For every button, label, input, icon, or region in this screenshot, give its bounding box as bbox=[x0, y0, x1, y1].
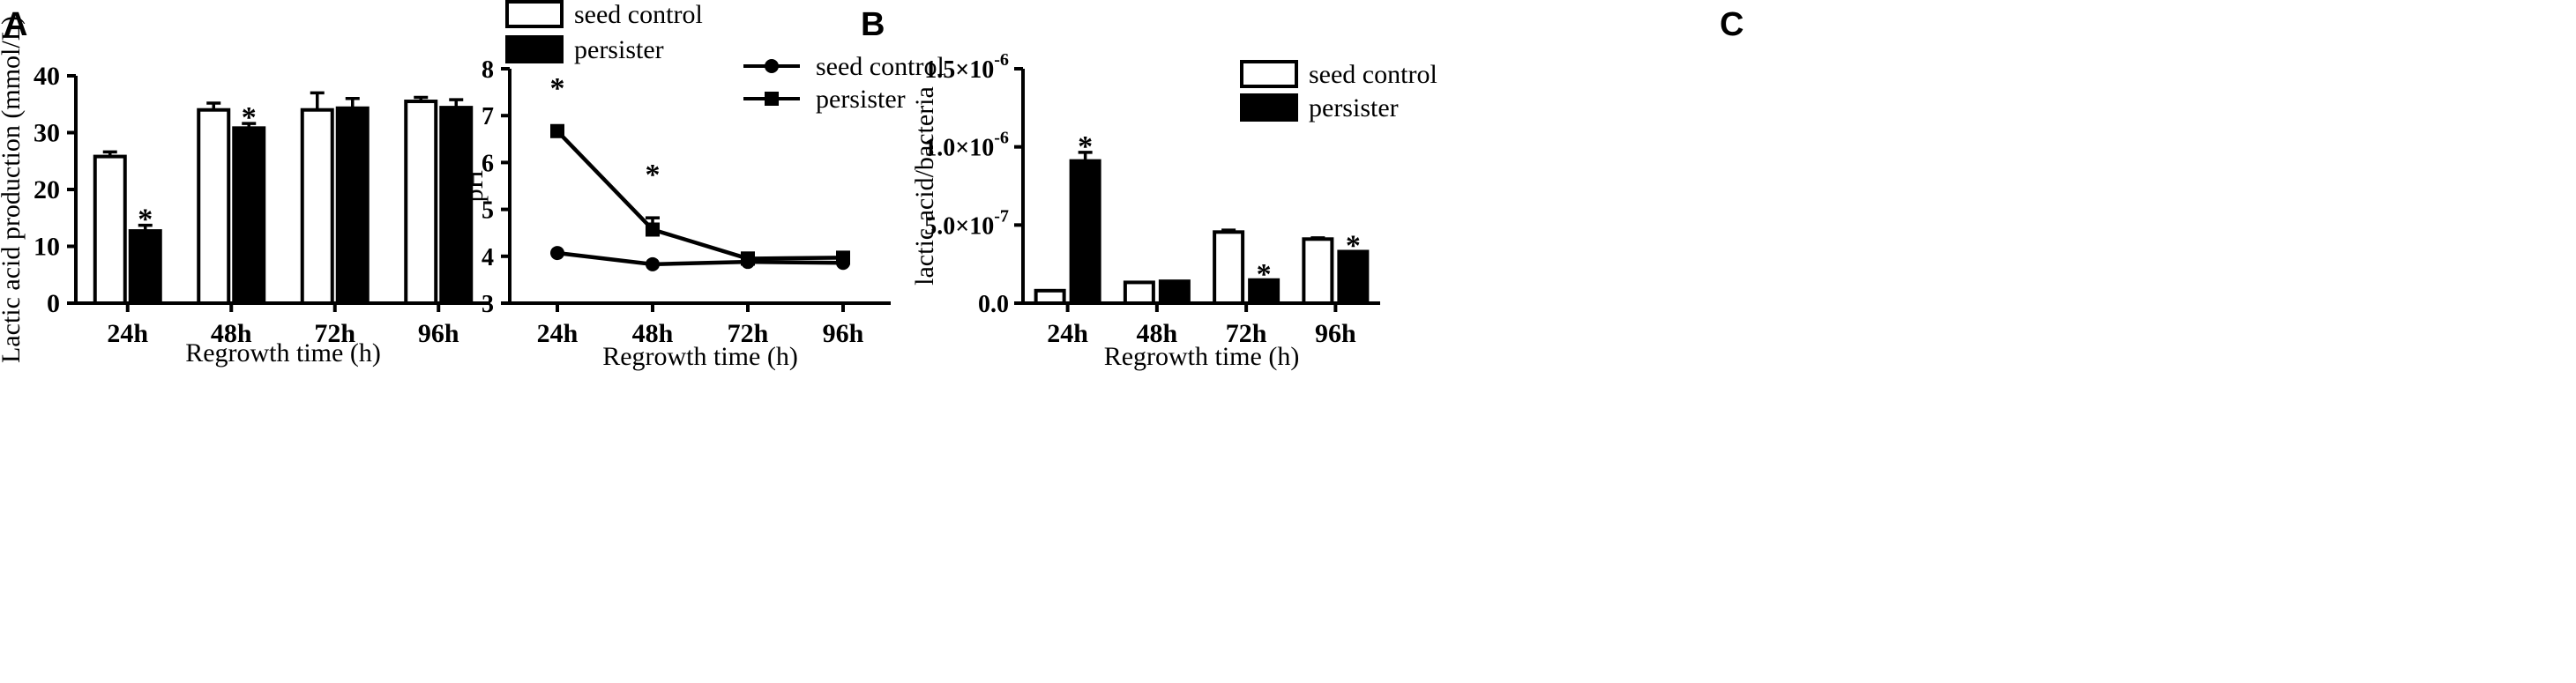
chart-panel-a: 0 10 20 30 40 Lactic acid production (mmol/L)… bbox=[0, 0, 703, 367]
significance-asterisk: * bbox=[242, 101, 257, 134]
y-tick-exponent: -7 bbox=[994, 206, 1009, 226]
panel-letter-c: C bbox=[1720, 6, 1743, 43]
panel-letter-a: A bbox=[4, 6, 27, 43]
bar-persister bbox=[128, 229, 162, 305]
bar-seed-control bbox=[300, 108, 334, 305]
y-tick-label: 5.0×10-7 bbox=[924, 206, 1009, 240]
legend-swatch-seed-control bbox=[505, 0, 564, 28]
y-tick-label: 20 bbox=[34, 175, 60, 204]
y-tick-mantissa: 5.0×10 bbox=[924, 212, 994, 240]
x-tick-label: 96h bbox=[823, 319, 864, 348]
y-tick-exponent: -6 bbox=[994, 50, 1009, 70]
y-tick-label: 10 bbox=[34, 233, 60, 262]
legend-swatch-seed-control bbox=[1240, 60, 1298, 88]
significance-asterisk: * bbox=[138, 204, 153, 236]
point-persister bbox=[836, 250, 850, 265]
legend-label: persister bbox=[816, 85, 906, 114]
bar-seed-control bbox=[1034, 288, 1066, 305]
y-tick-mantissa: 1.0×10 bbox=[924, 135, 994, 162]
point-persister bbox=[646, 222, 660, 237]
y-tick-mantissa: 0.0 bbox=[978, 291, 1009, 318]
x-axis-label: Regrowth time (h) bbox=[1104, 342, 1300, 371]
bar-seed-control bbox=[1302, 237, 1334, 305]
bar-persister bbox=[335, 106, 370, 305]
point-seed-control bbox=[550, 246, 564, 261]
point-persister bbox=[550, 123, 564, 138]
y-tick-label: 1.5×10-6 bbox=[924, 50, 1009, 84]
point-seed-control bbox=[646, 256, 660, 271]
significance-asterisk: * bbox=[646, 159, 661, 191]
x-tick-label: 72h bbox=[728, 319, 769, 348]
bar-persister bbox=[1337, 249, 1370, 306]
y-tick-label: 6 bbox=[482, 150, 494, 177]
y-tick-label: 30 bbox=[34, 119, 60, 148]
x-axis-label: Regrowth time (h) bbox=[602, 342, 798, 371]
significance-asterisk: * bbox=[1078, 130, 1093, 163]
bar-persister bbox=[439, 106, 474, 306]
y-tick-mantissa: 1.5×10 bbox=[924, 56, 994, 84]
x-tick-label: 96h bbox=[1315, 319, 1356, 348]
legend-swatch-persister bbox=[505, 35, 564, 63]
bar-persister bbox=[1248, 278, 1281, 306]
x-tick-label: 24h bbox=[107, 319, 148, 348]
point-persister bbox=[741, 251, 755, 266]
y-tick-label: 1.0×10-6 bbox=[924, 129, 1009, 162]
bar-persister bbox=[1069, 159, 1101, 305]
y-tick-label: 8 bbox=[482, 56, 494, 84]
x-tick-label: 24h bbox=[537, 319, 579, 348]
legend-label: seed control bbox=[816, 52, 945, 81]
chart-panel-b: 3 4 5 6 7 8 pH Regrowth time (h) * * 24h 48h 72h 96h s… bbox=[459, 52, 945, 371]
x-tick-label: 96h bbox=[418, 319, 459, 348]
x-tick-label: 72h bbox=[314, 319, 355, 348]
x-tick-label: 48h bbox=[632, 319, 674, 348]
y-tick-label: 7 bbox=[482, 103, 494, 130]
bar-seed-control bbox=[1213, 230, 1245, 305]
legend-label: persister bbox=[1309, 93, 1399, 122]
significance-asterisk: * bbox=[550, 72, 565, 105]
bar-seed-control bbox=[93, 154, 127, 305]
series-line-persister bbox=[556, 130, 844, 261]
bar-seed-control bbox=[1123, 280, 1155, 306]
y-axis-label: Lactic acid production (mmol/L) bbox=[0, 16, 26, 363]
x-tick-label: 72h bbox=[1226, 319, 1267, 348]
panel-letter-b: B bbox=[861, 6, 885, 43]
series-line-seed-control bbox=[556, 250, 844, 267]
legend-swatch-persister bbox=[1240, 93, 1298, 122]
y-tick-exponent: -6 bbox=[994, 129, 1009, 148]
legend-marker-circle bbox=[765, 59, 779, 73]
x-tick-label: 48h bbox=[211, 319, 252, 348]
x-axis-label: Regrowth time (h) bbox=[185, 338, 381, 367]
legend-label: persister bbox=[574, 35, 664, 64]
x-tick-label: 24h bbox=[1047, 319, 1088, 348]
y-tick-label: 0 bbox=[47, 289, 60, 318]
legend-label: seed control bbox=[1309, 60, 1437, 89]
y-tick-label: 5 bbox=[482, 197, 494, 225]
y-tick-label: 40 bbox=[34, 62, 60, 91]
legend-marker-square bbox=[765, 92, 779, 106]
significance-asterisk: * bbox=[1346, 229, 1361, 262]
bar-persister bbox=[1158, 279, 1191, 306]
bar-seed-control bbox=[197, 108, 231, 305]
significance-asterisk: * bbox=[1257, 258, 1272, 291]
bar-seed-control bbox=[404, 100, 438, 306]
y-tick-label: 3 bbox=[482, 291, 494, 318]
legend-label: seed control bbox=[574, 0, 703, 29]
x-tick-label: 48h bbox=[1137, 319, 1178, 348]
y-tick-label: 4 bbox=[482, 244, 494, 271]
y-axis-label: lactic acid/bacteria bbox=[910, 86, 939, 286]
y-axis-label: pH bbox=[459, 170, 489, 203]
bar-persister bbox=[232, 126, 266, 305]
y-tick-label: 0.0 bbox=[978, 291, 1009, 318]
